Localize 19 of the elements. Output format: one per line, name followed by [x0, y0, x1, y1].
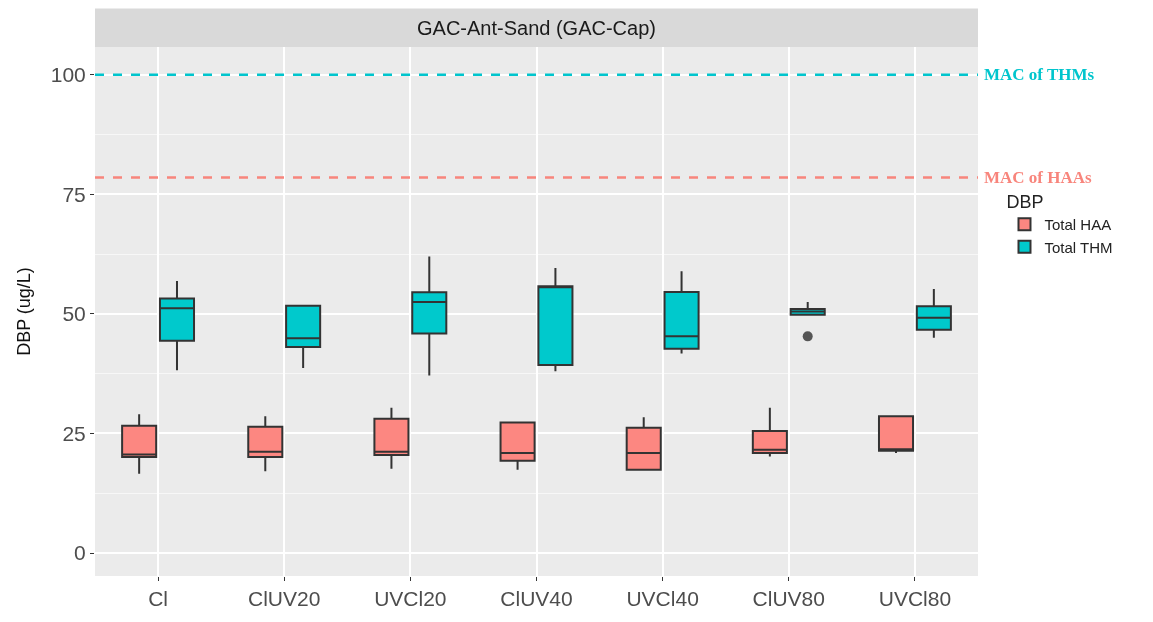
- x-tick-label: UVCl20: [374, 587, 447, 611]
- legend-label: Total HAA: [1044, 216, 1112, 234]
- x-tick-label: UVCl40: [626, 587, 699, 611]
- chart-title: GAC-Ant-Sand (GAC-Cap): [417, 17, 656, 39]
- y-tick-label: 25: [62, 421, 86, 445]
- y-tick-label: 75: [62, 182, 86, 206]
- y-tick-label: 100: [50, 63, 86, 87]
- x-tick-label: ClUV20: [248, 587, 321, 611]
- legend-title: DBP: [1006, 191, 1044, 212]
- ref-line-label: MAC of THMs: [984, 65, 1095, 84]
- x-tick-label: ClUV80: [752, 587, 825, 611]
- x-tick-label: UVCl80: [878, 587, 952, 611]
- y-tick-label: 50: [62, 302, 86, 326]
- x-tick-label: Cl: [148, 587, 168, 611]
- y-tick-label: 0: [74, 541, 86, 565]
- legend-label: Total THM: [1044, 238, 1113, 256]
- y-axis-title: DBP (ug/L): [13, 267, 34, 356]
- ref-line-label: MAC of HAAs: [984, 168, 1093, 187]
- x-tick-label: ClUV40: [500, 587, 573, 611]
